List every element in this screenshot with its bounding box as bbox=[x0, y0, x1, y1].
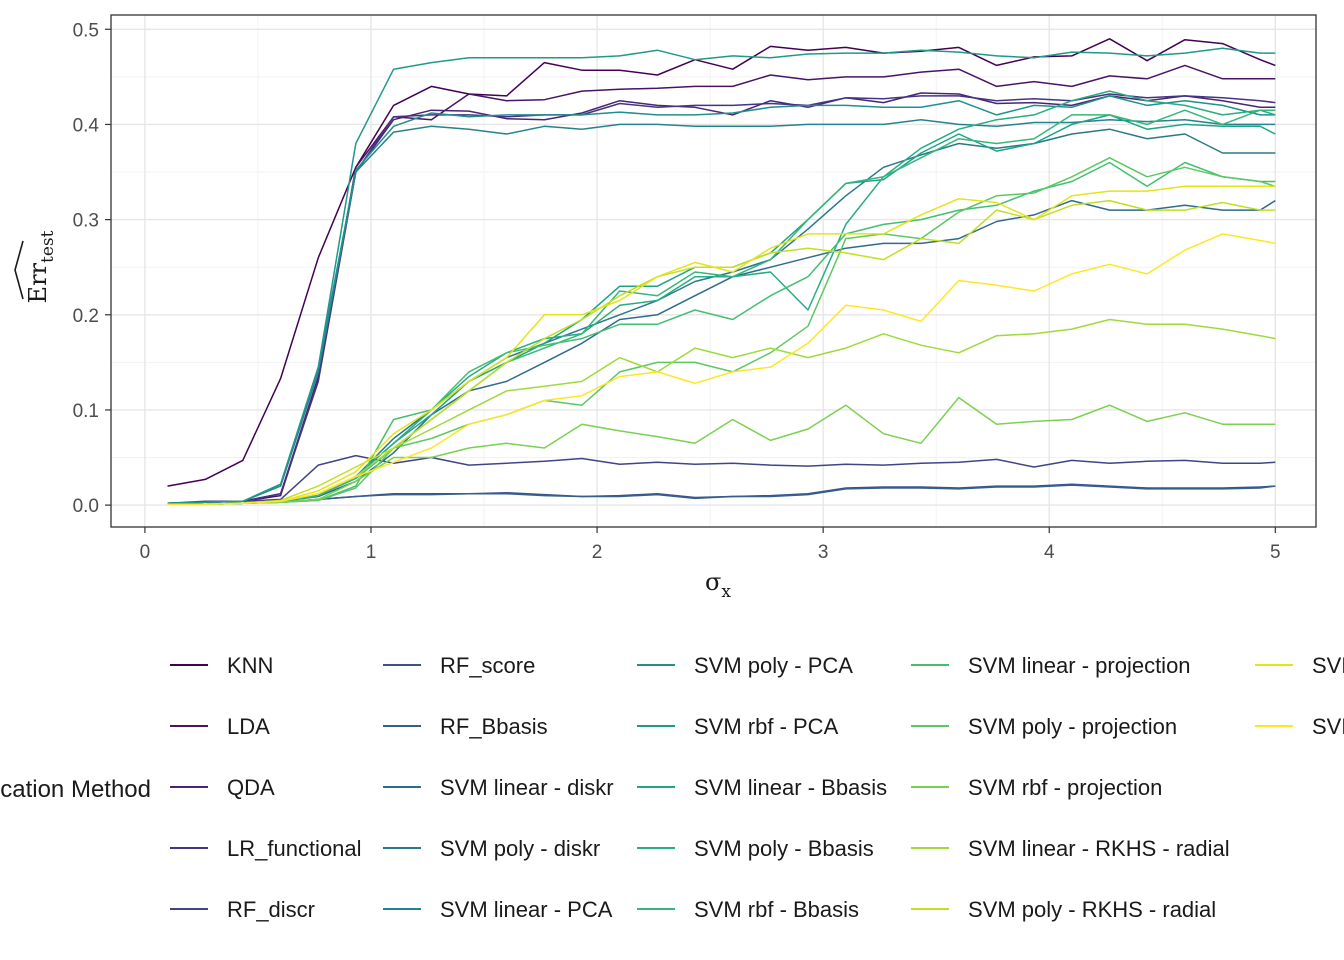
plot-panel-border bbox=[110, 14, 1317, 528]
x-tick-label: 3 bbox=[818, 542, 829, 563]
x-axis-title-subscript: x bbox=[721, 582, 731, 602]
series-line-svm-poly-rkhs-radial bbox=[167, 199, 1276, 505]
legend-label-svm-linear-projection: SVM linear - projection bbox=[968, 653, 1191, 678]
legend-label-svm-poly-rkhs-radial: SVM poly - RKHS - radial bbox=[968, 897, 1216, 922]
legend-label-svm-rbf-rkhs-radial: SVM rbf - RKHS - radial bbox=[1312, 653, 1344, 678]
series-line-svm-linear-projection bbox=[167, 161, 1276, 505]
series-line-svm-linear-rkhs-polynomial bbox=[167, 233, 1276, 505]
series-line-svm-linear-diskr bbox=[167, 199, 1276, 505]
legend-label-svm-poly-pca: SVM poly - PCA bbox=[694, 653, 853, 678]
series-line-svm-rbf-rkhs-radial bbox=[167, 185, 1276, 505]
y-tick-label: 0.5 bbox=[73, 20, 99, 41]
legend-label-rf-score: RF_score bbox=[440, 653, 535, 678]
legend-label-svm-linear-bbasis: SVM linear - Bbasis bbox=[694, 775, 887, 800]
series-line-svm-rbf-pca bbox=[167, 47, 1276, 504]
legend-label-svm-linear-pca: SVM linear - PCA bbox=[440, 897, 613, 922]
x-axis-title: σx bbox=[705, 568, 731, 602]
major-gridlines bbox=[111, 15, 1316, 527]
series-line-svm-linear-pca bbox=[167, 118, 1276, 504]
y-tick-label: 0.2 bbox=[73, 306, 99, 327]
legend: Classification Method KNN LDA QDA LR_functi… bbox=[0, 653, 1344, 922]
legend-label-knn: KNN bbox=[227, 653, 273, 678]
x-tick-label: 1 bbox=[366, 542, 377, 563]
series-line-lr-functional bbox=[167, 93, 1276, 504]
y-tick-label: 0.1 bbox=[73, 401, 99, 422]
series-line-rf-discr bbox=[167, 454, 1276, 504]
legend-label-svm-linear-rkhs-radial: SVM linear - RKHS - radial bbox=[968, 836, 1230, 861]
axis-ticks: 0 1 2 3 4 5 0.0 0.1 0.2 0.3 0.4 0.5 bbox=[73, 20, 1281, 563]
y-tick-label: 0.4 bbox=[73, 115, 100, 136]
y-axis-title-subscript: test bbox=[38, 230, 58, 263]
y-axis-title: Errtest bbox=[14, 230, 58, 303]
x-tick-label: 2 bbox=[592, 542, 603, 563]
y-axis-title-text: Errtest bbox=[24, 230, 58, 303]
series-line-rf-bbasis bbox=[167, 484, 1276, 505]
series-line-svm-linear-rkhs-radial bbox=[167, 318, 1276, 505]
legend-label-qda: QDA bbox=[227, 775, 275, 800]
series-lines bbox=[167, 38, 1276, 505]
legend-label-svm-poly-projection: SVM poly - projection bbox=[968, 714, 1177, 739]
x-axis-title-symbol: σ bbox=[705, 568, 721, 596]
legend-label-rf-discr: RF_discr bbox=[227, 897, 315, 922]
series-line-svm-rbf-projection bbox=[167, 396, 1276, 505]
legend-label-rf-bbasis: RF_Bbasis bbox=[440, 714, 548, 739]
series-line-lda bbox=[167, 64, 1276, 504]
legend-label-svm-rbf-pca: SVM rbf - PCA bbox=[694, 714, 839, 739]
x-tick-label: 5 bbox=[1270, 542, 1281, 563]
legend-label-svm-rbf-projection: SVM rbf - projection bbox=[968, 775, 1162, 800]
legend-label-svm-linear-rkhs-polynomial: SVM linear - RKHS - polynomial bbox=[1312, 714, 1344, 739]
y-tick-label: 0.0 bbox=[73, 496, 99, 517]
legend-label-lda: LDA bbox=[227, 714, 270, 739]
legend-label-svm-poly-diskr: SVM poly - diskr bbox=[440, 836, 600, 861]
legend-label-svm-poly-bbasis: SVM poly - Bbasis bbox=[694, 836, 874, 861]
series-line-svm-poly-pca bbox=[167, 95, 1276, 504]
x-tick-label: 4 bbox=[1044, 542, 1055, 563]
x-tick-label: 0 bbox=[140, 542, 151, 563]
y-tick-label: 0.3 bbox=[73, 211, 99, 232]
legend-label-svm-linear-diskr: SVM linear - diskr bbox=[440, 775, 614, 800]
legend-label-svm-rbf-bbasis: SVM rbf - Bbasis bbox=[694, 897, 859, 922]
series-line-svm-linear-bbasis bbox=[167, 114, 1276, 505]
series-line-svm-rbf-bbasis bbox=[167, 109, 1276, 505]
legend-title: Classification Method bbox=[0, 776, 151, 803]
y-axis-title-main: Err bbox=[24, 262, 52, 303]
y-axis-title-hat bbox=[14, 240, 24, 300]
legend-label-lr-functional: LR_functional bbox=[227, 836, 362, 861]
